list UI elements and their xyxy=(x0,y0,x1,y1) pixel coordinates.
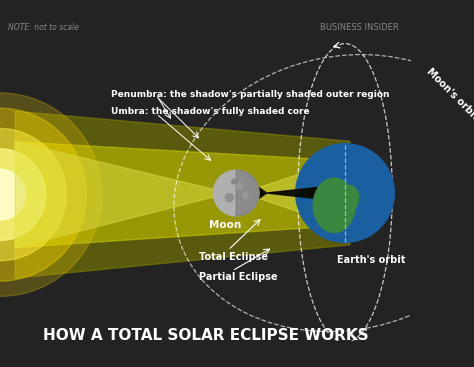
Text: Moon's orbit: Moon's orbit xyxy=(424,67,474,122)
Text: Umbra: the shadow's fully shaded core: Umbra: the shadow's fully shaded core xyxy=(111,108,310,116)
Circle shape xyxy=(213,170,259,216)
Polygon shape xyxy=(267,187,330,199)
Polygon shape xyxy=(234,170,267,216)
Text: Total Eclipse: Total Eclipse xyxy=(199,252,268,262)
Circle shape xyxy=(0,93,102,297)
Text: NOTE: not to scale: NOTE: not to scale xyxy=(8,23,79,32)
Circle shape xyxy=(232,179,236,184)
Text: BUSINESS INSIDER: BUSINESS INSIDER xyxy=(320,23,399,32)
Text: Partial Eclipse: Partial Eclipse xyxy=(199,272,278,282)
Text: Penumbra: the shadow's partially shaded outer region: Penumbra: the shadow's partially shaded … xyxy=(111,90,390,99)
Circle shape xyxy=(0,128,66,261)
Circle shape xyxy=(237,183,243,189)
Ellipse shape xyxy=(341,186,358,210)
Polygon shape xyxy=(15,111,350,278)
Circle shape xyxy=(0,169,26,220)
Circle shape xyxy=(0,149,46,240)
Circle shape xyxy=(225,193,233,202)
Polygon shape xyxy=(15,142,229,248)
Circle shape xyxy=(243,193,248,198)
Wedge shape xyxy=(236,170,259,216)
Text: Earth's orbit: Earth's orbit xyxy=(337,255,405,265)
Polygon shape xyxy=(243,161,337,225)
Ellipse shape xyxy=(313,178,355,232)
Text: Moon: Moon xyxy=(209,220,241,230)
Circle shape xyxy=(0,108,86,281)
Text: HOW A TOTAL SOLAR ECLIPSE WORKS: HOW A TOTAL SOLAR ECLIPSE WORKS xyxy=(43,328,368,343)
Circle shape xyxy=(296,144,394,242)
Polygon shape xyxy=(15,142,350,248)
